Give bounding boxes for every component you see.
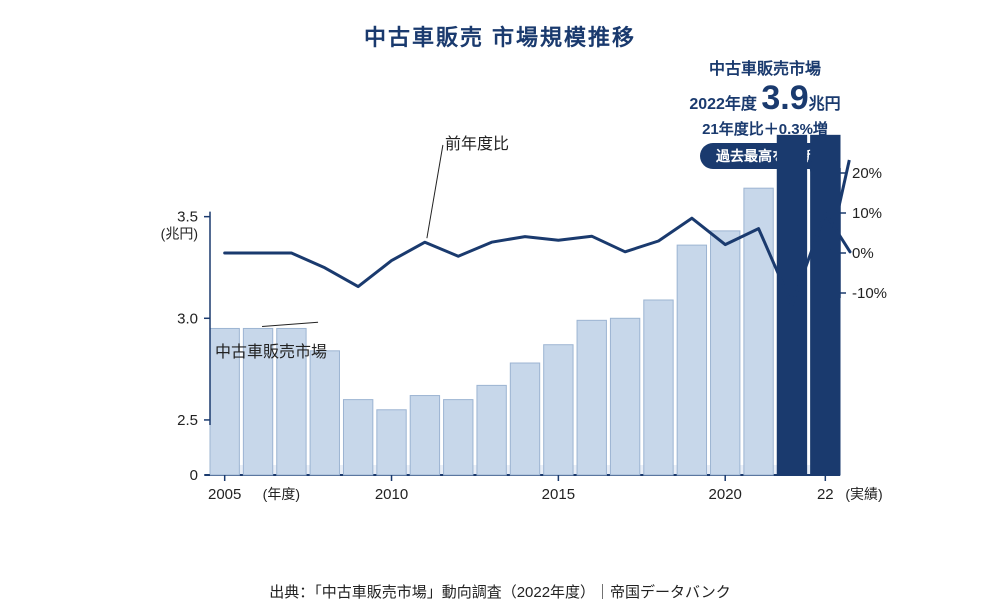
svg-text:2010: 2010	[375, 486, 408, 503]
svg-text:3.0: 3.0	[177, 310, 198, 327]
svg-text:2.5: 2.5	[177, 412, 198, 429]
svg-text:0%: 0%	[852, 245, 874, 262]
svg-text:-10%: -10%	[852, 285, 887, 302]
chart-svg: 3.5(兆円) 3.0 2.5 0 20% 10% 0% -10% 2005 (年度) 2010 20…	[150, 55, 910, 535]
source-line: 出典：「中古車販売市場」動向調査（2022年度）｜帝国データバンク	[0, 581, 1000, 602]
svg-text:2015: 2015	[542, 486, 575, 503]
svg-text:3.5: 3.5	[177, 209, 198, 226]
line-series-label: 前年度比	[445, 130, 509, 154]
svg-text:2005: 2005	[208, 486, 241, 503]
chart-title: 中古車販売 市場規模推移	[0, 0, 1000, 52]
svg-text:0: 0	[190, 467, 198, 484]
svg-text:2020: 2020	[709, 486, 742, 503]
svg-text:(年度): (年度)	[263, 486, 300, 502]
svg-text:20%: 20%	[852, 165, 882, 182]
svg-text:22: 22	[817, 486, 834, 503]
svg-text:(実績): (実績)	[845, 486, 882, 502]
plot-area: 3.5(兆円) 3.0 2.5 0 20% 10% 0% -10% 2005 (年度) 2010 20…	[150, 55, 910, 535]
svg-text:10%: 10%	[852, 205, 882, 222]
svg-text:(兆円): (兆円)	[161, 226, 198, 242]
bar-series-label: 中古車販売市場	[215, 338, 327, 362]
